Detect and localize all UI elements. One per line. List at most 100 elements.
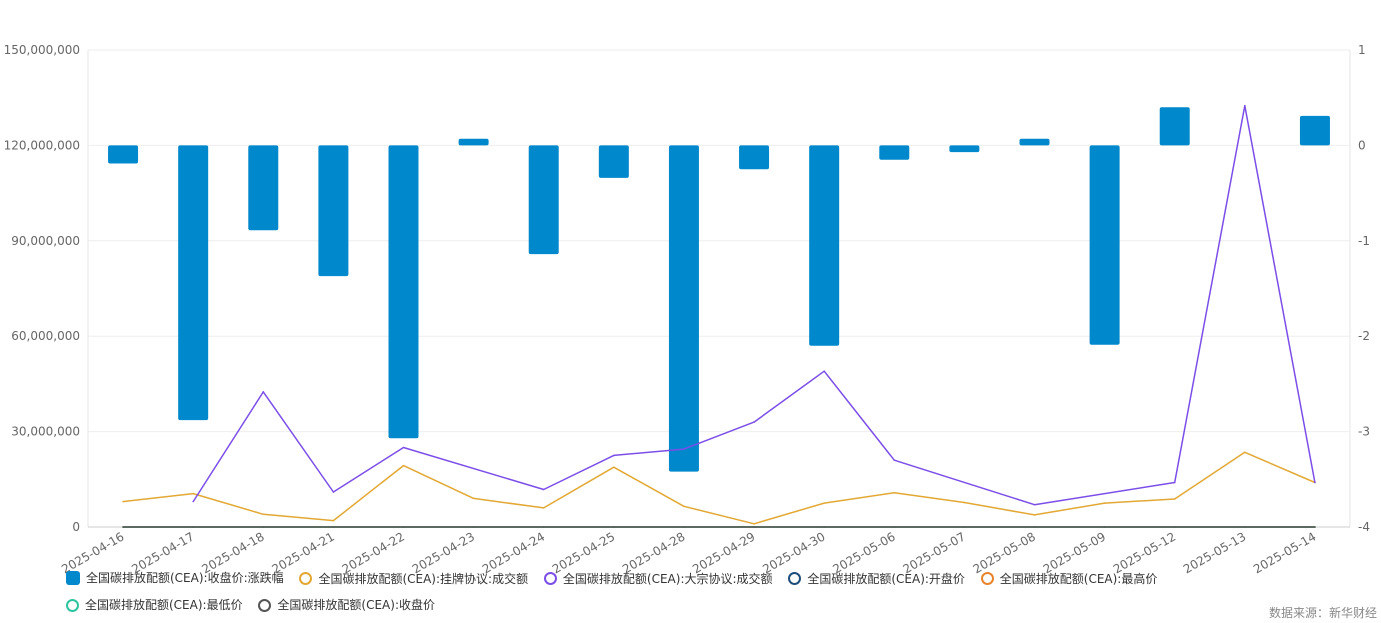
line-point [963, 526, 966, 528]
line-point [1173, 498, 1176, 500]
legend-label: 全国碳排放配额(CEA):最高价 [999, 571, 1158, 586]
line-series-path [123, 451, 1316, 525]
line-point [753, 526, 755, 528]
line-point [1033, 514, 1036, 516]
line-point [1244, 104, 1246, 107]
line-point [1103, 526, 1106, 528]
line-point [332, 519, 335, 522]
line-point [1173, 526, 1176, 528]
line-point [683, 505, 685, 508]
line-point [753, 421, 755, 423]
legend-symbol-icon [788, 572, 802, 585]
line-point [1244, 526, 1246, 528]
right-axis-tick-label: -3 [1358, 425, 1370, 439]
line-point [823, 370, 825, 372]
legend-symbol-icon [299, 572, 313, 585]
left-axis-tick-label: 0 [72, 520, 80, 534]
legend-symbol-icon [258, 598, 272, 612]
bar [318, 145, 349, 277]
bar [879, 145, 910, 160]
bar [388, 145, 419, 439]
line-point [683, 448, 685, 450]
legend-symbol-icon [543, 572, 557, 585]
bar [598, 145, 629, 178]
legend-label: 全国碳排放配额(CEA):收盘价 [277, 598, 435, 612]
bar [108, 145, 139, 164]
line-point [1314, 526, 1316, 528]
line-series-path [192, 104, 1316, 506]
legend-label: 全国碳排放配额(CEA):最低价 [85, 598, 243, 612]
line-point [402, 446, 405, 449]
legend-symbol-icon [66, 598, 79, 612]
legend-label: 全国碳排放配额(CEA):挂牌协议:成交额 [318, 571, 529, 586]
line-point [472, 497, 475, 500]
line-point [1244, 451, 1246, 454]
line-point [192, 526, 194, 528]
bar [458, 138, 489, 146]
bar-series [108, 107, 1330, 472]
bar [809, 145, 840, 346]
line-point [542, 488, 545, 491]
legend-symbol-icon [66, 571, 80, 585]
line-point [613, 526, 615, 528]
line-point [893, 491, 896, 494]
right-axis-tick-label: 0 [1358, 138, 1366, 152]
line-point [542, 507, 545, 509]
legend-symbol-icon [980, 572, 994, 585]
right-axis-tick-label: -4 [1358, 520, 1370, 534]
left-axis-tick-label: 90,000,000 [11, 234, 80, 248]
line-point [823, 502, 825, 504]
bar [739, 145, 770, 170]
legend-label: 全国碳排放配额(CEA):大宗协议:成交额 [562, 571, 773, 586]
legend-item-block-turnover[interactable]: 全国碳排放配额(CEA):大宗协议:成交额 [543, 567, 773, 591]
line-point [963, 501, 966, 504]
right-axis-tick-label: -2 [1358, 329, 1370, 343]
line-point [613, 454, 615, 457]
right-axis-tick-label: 1 [1358, 43, 1366, 57]
line-point [472, 526, 475, 528]
line-point [262, 526, 265, 528]
line-point [192, 492, 194, 495]
line-point [683, 526, 685, 528]
line-point [893, 526, 896, 528]
line-point [753, 523, 755, 525]
legend-label: 全国碳排放配额(CEA):开盘价 [807, 571, 965, 586]
line-point [402, 526, 405, 528]
bar [1159, 107, 1190, 146]
left-axis-tick-label: 60,000,000 [11, 329, 80, 343]
line-point [192, 500, 194, 503]
bar [248, 145, 279, 231]
line-point [262, 513, 265, 516]
line-point [332, 491, 335, 493]
line-point [262, 391, 265, 393]
line-point [332, 526, 335, 528]
data-source-note: 数据来源：新华财经 [1268, 606, 1377, 620]
legend-item-close-price[interactable]: 全国碳排放配额(CEA):收盘价 [258, 593, 435, 617]
line-point [823, 526, 825, 528]
bar [1089, 145, 1120, 345]
line-point [122, 500, 124, 503]
line-point [542, 526, 545, 528]
legend-item-open-price[interactable]: 全国碳排放配额(CEA):开盘价 [788, 567, 965, 591]
bar [1299, 115, 1330, 146]
line-point [613, 466, 615, 469]
line-series [122, 104, 1316, 528]
line-point [1033, 503, 1036, 506]
legend-item-listed-turnover[interactable]: 全国碳排放配额(CEA):挂牌协议:成交额 [299, 567, 528, 591]
line-point [122, 526, 124, 528]
left-axis-tick-label: 120,000,000 [4, 138, 80, 152]
line-point [1173, 481, 1176, 484]
line-point [1033, 526, 1036, 528]
left-axis-tick-label: 150,000,000 [4, 43, 80, 57]
right-axis-tick-label: -1 [1358, 234, 1370, 248]
legend: 全国碳排放配额(CEA):收盘价:涨跌幅 全国碳排放配额(CEA):挂牌协议:成… [66, 566, 1346, 620]
bar [178, 145, 209, 421]
left-axis-tick-label: 30,000,000 [11, 425, 80, 439]
line-point [402, 464, 405, 467]
legend-label: 全国碳排放配额(CEA):收盘价:涨跌幅 [86, 571, 284, 585]
legend-item-high-price[interactable]: 全国碳排放配额(CEA):最高价 [980, 567, 1158, 591]
legend-item-change-pct[interactable]: 全国碳排放配额(CEA):收盘价:涨跌幅 [66, 566, 284, 590]
legend-item-low-price[interactable]: 全国碳排放配额(CEA):最低价 [66, 593, 243, 617]
bar [528, 145, 559, 255]
